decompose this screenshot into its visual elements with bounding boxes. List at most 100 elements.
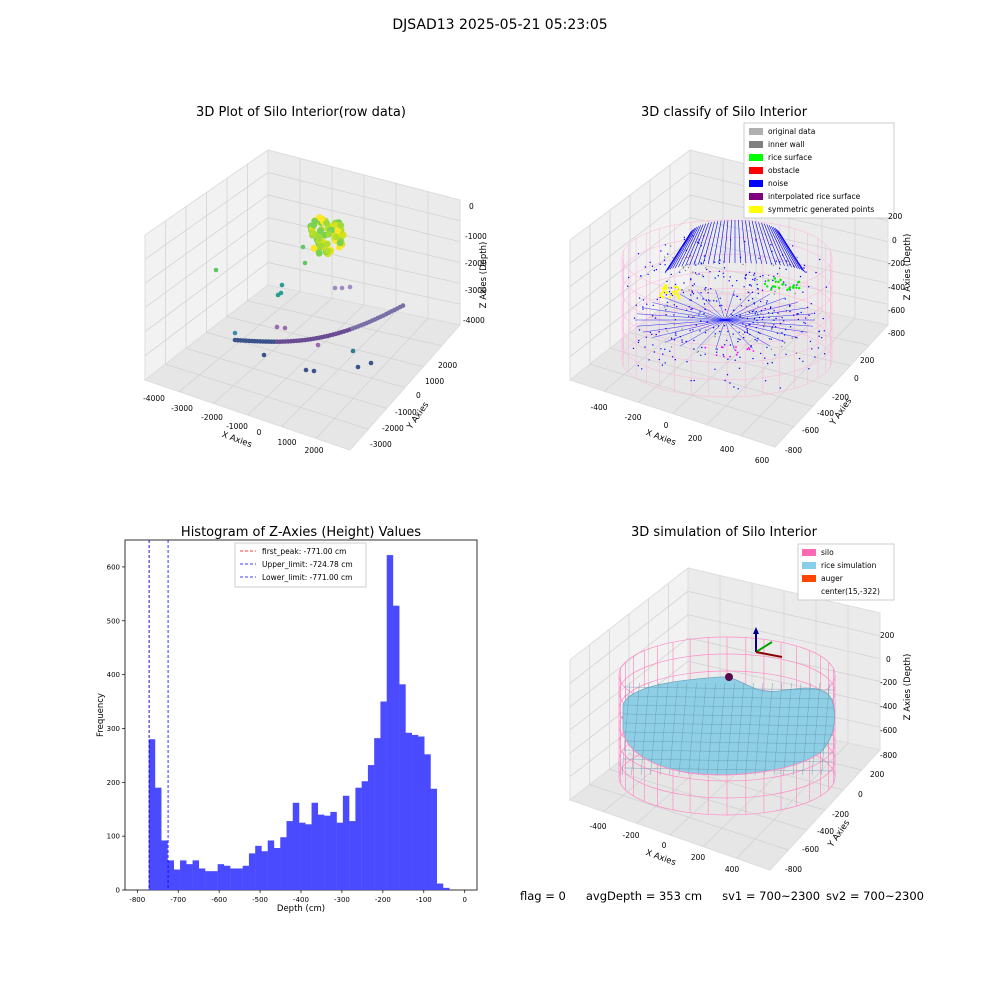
noise-point — [792, 314, 795, 316]
noise-point — [663, 259, 666, 261]
noise-point — [723, 276, 725, 278]
noise-point — [818, 335, 820, 337]
noise-point — [730, 313, 732, 315]
noise-point — [679, 336, 681, 338]
noise-point — [729, 276, 731, 278]
noise-point — [719, 305, 721, 307]
tick-label: -200 — [832, 810, 849, 819]
noise-point — [690, 294, 692, 296]
inner-wall-point — [683, 266, 685, 268]
noise-point — [749, 333, 751, 336]
inner-wall-point — [687, 264, 689, 266]
data-point — [261, 352, 267, 358]
noise-stroke — [724, 319, 786, 343]
rice-surface-point — [767, 279, 770, 282]
noise-point — [724, 309, 727, 311]
data-point — [315, 342, 321, 348]
noise-stroke — [773, 227, 795, 268]
inner-wall-point — [742, 263, 744, 266]
tick-label: -4000 — [143, 394, 165, 403]
noise-point — [691, 290, 693, 292]
noise-point — [703, 259, 706, 262]
noise-point — [671, 294, 674, 297]
rice-surface-point — [777, 280, 780, 284]
noise-point — [797, 318, 800, 321]
obstacle-point — [722, 346, 724, 349]
noise-point — [713, 300, 715, 302]
noise-point — [739, 256, 742, 259]
noise-point — [673, 314, 675, 316]
noise-point — [822, 317, 824, 320]
noise-point — [692, 329, 694, 331]
rice-surface-point — [774, 285, 777, 288]
noise-point — [700, 354, 702, 356]
auger-y-arrow — [755, 641, 773, 653]
obstacle-point — [746, 348, 749, 351]
data-point — [302, 260, 308, 266]
noise-point — [688, 315, 690, 317]
data-point — [315, 234, 323, 242]
histogram-bar — [411, 734, 419, 890]
inner-wall-point — [673, 323, 676, 326]
raw-data-3d-plot: 3D Plot of Silo Interior(row data) -4000… — [143, 105, 489, 455]
noise-point — [703, 313, 705, 315]
noise-point — [755, 239, 757, 241]
surface-mesh — [650, 682, 659, 776]
noise-point — [656, 298, 658, 301]
raw-z-ticks: 0 -1000 -2000 -3000 -4000 — [463, 202, 487, 325]
noise-point — [737, 388, 739, 390]
noise-point — [651, 333, 653, 336]
inner-wall-point — [705, 315, 708, 318]
inner-wall-point — [726, 315, 728, 317]
obstacle-point — [734, 349, 737, 352]
noise-point — [761, 318, 764, 321]
data-point — [332, 233, 340, 241]
raw-y-ticks: -3000 -2000 -1000 0 1000 2000 — [370, 361, 457, 449]
legend-label: obstacle — [768, 166, 800, 175]
noise-point — [756, 319, 758, 322]
noise-point — [768, 338, 771, 340]
noise-point — [736, 280, 738, 282]
noise-point — [756, 340, 758, 342]
histogram-bar — [399, 684, 406, 890]
noise-point — [692, 235, 694, 237]
inner-wall-point — [686, 256, 688, 259]
simulation-x-ticks: -400 -200 0 200 400 — [589, 822, 739, 874]
data-point — [310, 221, 318, 229]
histogram-bar — [324, 815, 331, 890]
histogram-bar — [161, 840, 168, 890]
noise-stroke — [679, 319, 726, 347]
noise-point — [651, 265, 654, 267]
simulation-legend: silo rice simulation auger center(15,-322) — [797, 543, 895, 601]
gridline — [247, 300, 442, 347]
data-point — [310, 244, 318, 252]
noise-point — [772, 279, 774, 282]
inner-wall-point — [770, 348, 773, 350]
noise-point — [764, 357, 766, 359]
noise-stroke — [679, 293, 726, 321]
noise-point — [731, 324, 733, 326]
symmetric-point — [661, 296, 664, 299]
noise-point — [817, 347, 820, 349]
legend-swatch — [749, 167, 763, 174]
histogram-bar — [349, 821, 356, 890]
histogram-bar — [367, 765, 375, 890]
noise-point — [771, 326, 774, 328]
inner-wall-point — [681, 328, 683, 330]
raw-plot-title: 3D Plot of Silo Interior(row data) — [196, 105, 406, 120]
noise-point — [712, 327, 715, 329]
gridline — [267, 262, 461, 305]
legend-label: Upper_limit: -724.78 cm — [262, 560, 353, 569]
noise-point — [642, 308, 644, 310]
histogram-bar — [273, 848, 281, 890]
noise-stroke — [668, 230, 693, 271]
tick-label: -200 — [832, 393, 849, 402]
gridline — [689, 262, 889, 305]
noise-point — [692, 284, 694, 287]
noise-point — [776, 332, 779, 334]
raw-z-axis-label: Z Axies (Depth) — [479, 242, 489, 309]
noise-point — [715, 300, 718, 302]
surface-mesh — [697, 682, 707, 776]
noise-point — [751, 310, 754, 313]
noise-point — [810, 303, 812, 305]
